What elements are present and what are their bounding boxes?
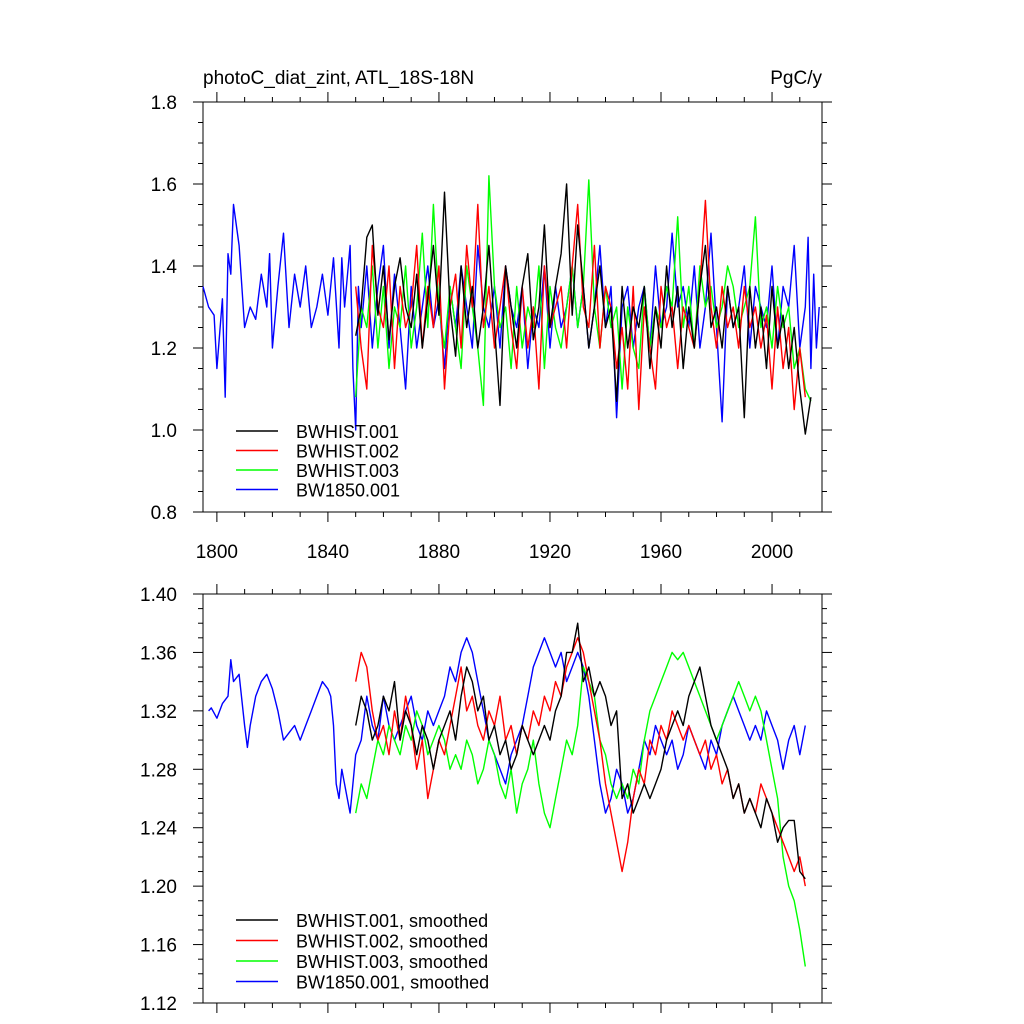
bottom-y-tick-label: 1.40 [140, 585, 177, 606]
top-legend-label: BWHIST.001 [296, 422, 399, 442]
bottom-legend-label: BWHIST.001, smoothed [296, 911, 488, 931]
top-x-tick-label: 2000 [751, 542, 793, 563]
bottom-series-line-2 [355, 637, 806, 887]
bottom-legend-label: BW1850.001, smoothed [296, 973, 489, 993]
bottom-legend-label: BWHIST.002, smoothed [296, 932, 488, 952]
top-y-tick-label: 0.8 [151, 503, 177, 524]
top-legend-label: BW1850.001 [296, 481, 400, 501]
top-legend-label: BWHIST.003 [296, 461, 399, 481]
bottom-y-tick-label: 1.24 [140, 819, 177, 840]
top-panel: photoC_diat_zint, ATL_18S-18N PgC/y 1800… [151, 68, 832, 563]
bottom-y-tick-label: 1.20 [140, 877, 177, 898]
top-y-tick-label: 1.0 [151, 421, 177, 442]
bottom-y-tick-label: 1.32 [140, 702, 177, 723]
top-x-tick-label: 1880 [418, 542, 460, 563]
bottom-panel: 1.12 1.16 1.20 1.24 1.28 1.32 1.36 1.40 BWHIST.… [140, 584, 832, 1015]
top-chart-units: PgC/y [770, 68, 822, 89]
top-chart-title: photoC_diat_zint, ATL_18S-18N [203, 68, 474, 89]
bottom-y-tick-label: 1.16 [140, 936, 177, 957]
bottom-legend-label: BWHIST.003, smoothed [296, 952, 488, 972]
top-y-tick-label: 1.8 [151, 93, 177, 114]
top-legend-label: BWHIST.002 [296, 442, 399, 462]
bottom-y-tick-label: 1.28 [140, 760, 177, 781]
bottom-y-tick-label: 1.36 [140, 643, 177, 664]
top-x-tick-label: 1840 [307, 542, 349, 563]
top-x-tick-label: 1800 [196, 542, 238, 563]
bottom-series-line-4 [208, 637, 806, 814]
top-x-tick-label: 1920 [529, 542, 571, 563]
top-y-tick-label: 1.2 [151, 339, 177, 360]
top-y-tick-label: 1.4 [151, 257, 178, 278]
top-series-line-1 [355, 183, 812, 435]
top-series-line-4 [202, 203, 820, 431]
top-x-tick-label: 1960 [640, 542, 682, 563]
bottom-y-tick-label: 1.12 [140, 994, 177, 1015]
bottom-series-line-1 [355, 622, 806, 880]
top-y-tick-label: 1.6 [151, 175, 177, 196]
bottom-series-line-3 [355, 651, 806, 967]
